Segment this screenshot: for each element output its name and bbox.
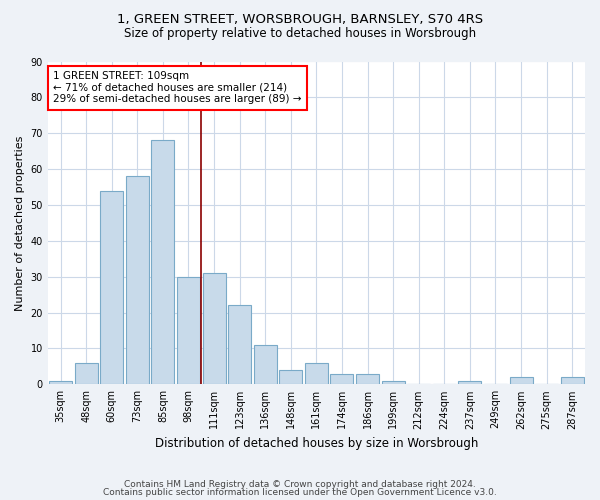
Bar [203, 273, 226, 384]
Bar [356, 374, 379, 384]
Bar [305, 363, 328, 384]
Bar [509, 377, 533, 384]
Bar [151, 140, 175, 384]
Bar [126, 176, 149, 384]
Text: 1 GREEN STREET: 109sqm
← 71% of detached houses are smaller (214)
29% of semi-de: 1 GREEN STREET: 109sqm ← 71% of detached… [53, 71, 302, 104]
Bar [177, 276, 200, 384]
Bar [560, 377, 584, 384]
Bar [331, 374, 353, 384]
X-axis label: Distribution of detached houses by size in Worsbrough: Distribution of detached houses by size … [155, 437, 478, 450]
Bar [49, 380, 72, 384]
Y-axis label: Number of detached properties: Number of detached properties [15, 135, 25, 310]
Bar [100, 190, 123, 384]
Bar [280, 370, 302, 384]
Text: Size of property relative to detached houses in Worsbrough: Size of property relative to detached ho… [124, 28, 476, 40]
Bar [74, 363, 98, 384]
Text: Contains HM Land Registry data © Crown copyright and database right 2024.: Contains HM Land Registry data © Crown c… [124, 480, 476, 489]
Text: 1, GREEN STREET, WORSBROUGH, BARNSLEY, S70 4RS: 1, GREEN STREET, WORSBROUGH, BARNSLEY, S… [117, 12, 483, 26]
Bar [254, 345, 277, 385]
Bar [382, 380, 404, 384]
Bar [228, 306, 251, 384]
Bar [458, 380, 481, 384]
Text: Contains public sector information licensed under the Open Government Licence v3: Contains public sector information licen… [103, 488, 497, 497]
